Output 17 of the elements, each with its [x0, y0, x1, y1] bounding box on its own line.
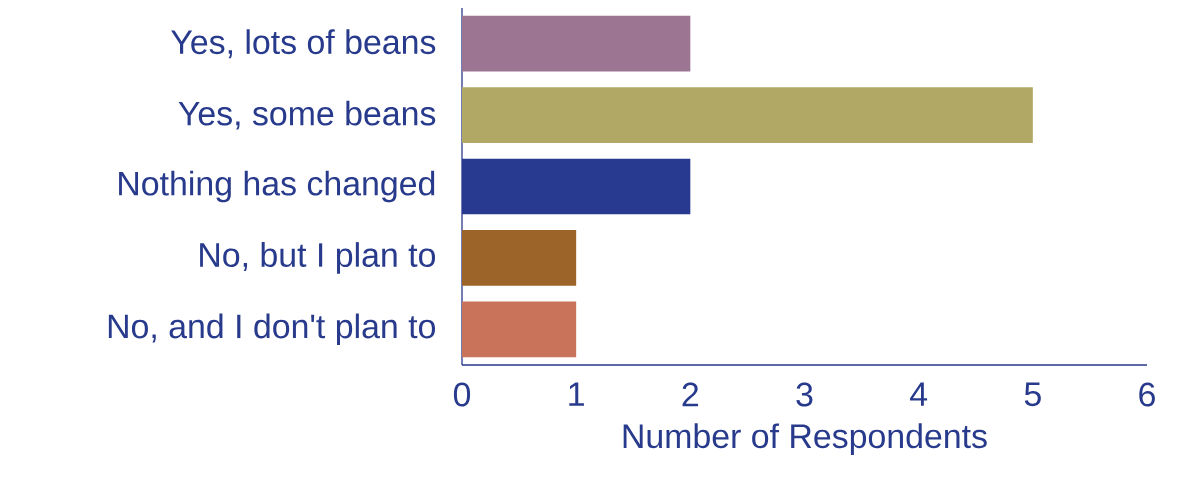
- y-tick-label: Yes, some beans: [178, 100, 436, 130]
- y-tick-label: Nothing has changed: [119, 170, 435, 203]
- y-tick-label: No, and I don't plan to: [108, 313, 436, 346]
- y-tick-label: No, but I plan to: [200, 242, 436, 274]
- x-tick-label: 5: [1024, 382, 1041, 407]
- bar: [462, 87, 1033, 143]
- bar: [462, 15, 691, 72]
- x-axis-title: Number of Respondents: [623, 423, 987, 455]
- x-tick-label: 2: [682, 382, 699, 407]
- x-tick-label: 0: [453, 382, 471, 407]
- bar: [462, 301, 577, 358]
- x-tick-label: 1: [569, 382, 584, 406]
- y-tick-label: Yes, lots of beans: [171, 29, 436, 59]
- x-tick-label: 4: [910, 382, 928, 406]
- bar: [462, 230, 577, 286]
- x-tick-label: 3: [796, 382, 813, 407]
- x-tick-label: 6: [1139, 382, 1155, 407]
